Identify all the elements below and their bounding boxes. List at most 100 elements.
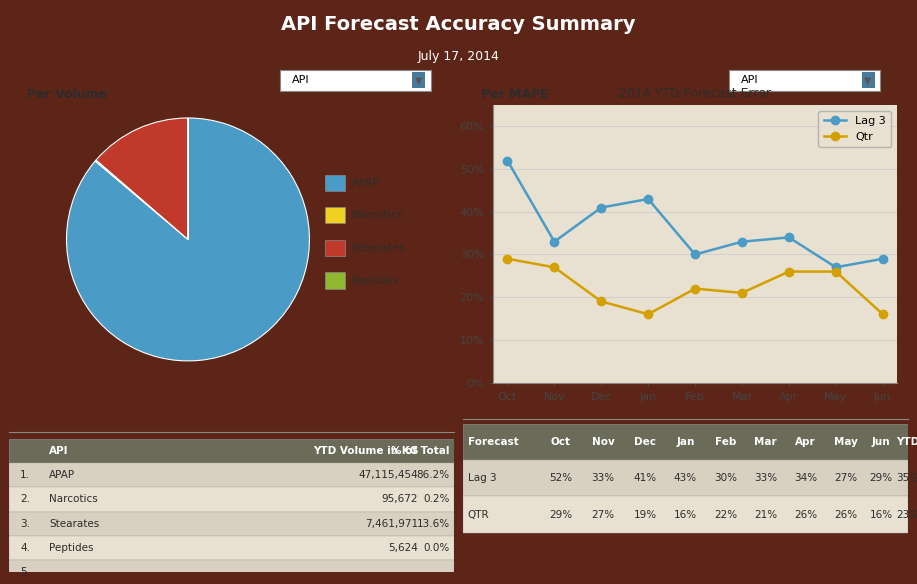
Text: Peptides: Peptides — [351, 276, 399, 286]
Text: Feb: Feb — [714, 437, 736, 447]
Text: 27%: 27% — [834, 474, 857, 484]
Text: 52%: 52% — [549, 474, 572, 484]
FancyBboxPatch shape — [9, 559, 454, 584]
Text: July 17, 2014: July 17, 2014 — [417, 50, 500, 62]
Text: 19%: 19% — [634, 510, 657, 520]
Qtr — [596, 298, 607, 305]
Text: 29%: 29% — [549, 510, 572, 520]
FancyBboxPatch shape — [9, 439, 454, 463]
FancyBboxPatch shape — [325, 175, 345, 190]
Text: 2.: 2. — [20, 495, 30, 505]
Text: Jun: Jun — [872, 437, 890, 447]
Qtr — [736, 290, 747, 297]
Qtr — [690, 285, 701, 292]
Text: YTD Volume in KG: YTD Volume in KG — [313, 446, 418, 456]
Text: 22%: 22% — [714, 510, 737, 520]
FancyBboxPatch shape — [463, 424, 908, 460]
Qtr — [549, 264, 560, 271]
Text: QTR: QTR — [468, 510, 489, 520]
Text: 23%: 23% — [896, 510, 917, 520]
Text: May: May — [834, 437, 857, 447]
Text: Lag 3: Lag 3 — [468, 474, 496, 484]
FancyBboxPatch shape — [9, 536, 454, 559]
Text: Apr: Apr — [795, 437, 816, 447]
Text: ▼: ▼ — [865, 75, 872, 85]
Text: Peptides: Peptides — [50, 543, 94, 552]
Text: 16%: 16% — [674, 510, 697, 520]
Text: 86.2%: 86.2% — [416, 470, 449, 481]
FancyBboxPatch shape — [463, 460, 908, 496]
Text: ▼: ▼ — [415, 75, 423, 85]
Text: 33%: 33% — [754, 474, 777, 484]
Text: % of Total: % of Total — [391, 446, 449, 456]
FancyBboxPatch shape — [463, 496, 908, 533]
Text: 7,461,971: 7,461,971 — [365, 519, 418, 529]
Lag 3 — [502, 157, 513, 164]
Lag 3 — [549, 238, 560, 245]
Lag 3 — [736, 238, 747, 245]
Text: 29%: 29% — [869, 474, 893, 484]
Text: 30%: 30% — [714, 474, 737, 484]
FancyBboxPatch shape — [325, 273, 345, 288]
Line: Qtr: Qtr — [503, 255, 887, 318]
FancyBboxPatch shape — [9, 488, 454, 512]
Text: API: API — [741, 75, 758, 85]
Text: 21%: 21% — [754, 510, 777, 520]
Text: Per MAPE: Per MAPE — [481, 88, 548, 100]
Qtr — [502, 255, 513, 262]
Qtr — [643, 311, 654, 318]
Text: API Forecast Accuracy Summary: API Forecast Accuracy Summary — [282, 15, 635, 34]
Line: Lag 3: Lag 3 — [503, 157, 887, 272]
Text: 0.0%: 0.0% — [424, 543, 449, 552]
Text: 4.: 4. — [20, 543, 30, 552]
Lag 3 — [643, 196, 654, 203]
Text: 26%: 26% — [794, 510, 817, 520]
Lag 3 — [783, 234, 794, 241]
Text: 41%: 41% — [634, 474, 657, 484]
Text: 34%: 34% — [794, 474, 817, 484]
Qtr — [830, 268, 841, 275]
FancyBboxPatch shape — [9, 463, 454, 488]
Text: 33%: 33% — [591, 474, 614, 484]
Text: 1.: 1. — [20, 470, 30, 481]
Text: Jan: Jan — [676, 437, 695, 447]
Lag 3 — [690, 251, 701, 258]
Text: 5.: 5. — [20, 567, 30, 577]
Text: 16%: 16% — [869, 510, 893, 520]
Text: 26%: 26% — [834, 510, 857, 520]
Text: Nov: Nov — [591, 437, 614, 447]
Text: Narcotics: Narcotics — [351, 210, 403, 220]
Text: Stearates: Stearates — [351, 243, 405, 253]
Wedge shape — [67, 118, 309, 361]
Text: Mar: Mar — [754, 437, 777, 447]
Qtr — [783, 268, 794, 275]
Text: API: API — [50, 446, 69, 456]
Text: Stearates: Stearates — [50, 519, 99, 529]
Text: YTD: YTD — [896, 437, 917, 447]
Text: Dec: Dec — [635, 437, 657, 447]
Text: Narcotics: Narcotics — [50, 495, 98, 505]
Text: API: API — [292, 75, 309, 85]
Lag 3 — [878, 255, 889, 262]
Wedge shape — [95, 160, 188, 239]
FancyBboxPatch shape — [325, 207, 345, 223]
Lag 3 — [596, 204, 607, 211]
Wedge shape — [96, 118, 188, 239]
Text: 3.: 3. — [20, 519, 30, 529]
Text: 35%: 35% — [896, 474, 917, 484]
Legend: Lag 3, Qtr: Lag 3, Qtr — [818, 111, 891, 147]
Text: 47,115,454: 47,115,454 — [359, 470, 418, 481]
Text: 43%: 43% — [674, 474, 697, 484]
Text: 27%: 27% — [591, 510, 614, 520]
Title: 2014 YTD Forecast Error: 2014 YTD Forecast Error — [619, 87, 771, 100]
Text: APAP: APAP — [50, 470, 75, 481]
Text: 0.2%: 0.2% — [423, 495, 449, 505]
Text: APAP: APAP — [351, 178, 380, 187]
Text: 95,672: 95,672 — [381, 495, 418, 505]
Lag 3 — [830, 264, 841, 271]
Text: Per Volume: Per Volume — [27, 88, 107, 100]
Text: Forecast: Forecast — [468, 437, 518, 447]
FancyBboxPatch shape — [325, 240, 345, 256]
FancyBboxPatch shape — [9, 512, 454, 536]
Text: 5,624: 5,624 — [389, 543, 418, 552]
